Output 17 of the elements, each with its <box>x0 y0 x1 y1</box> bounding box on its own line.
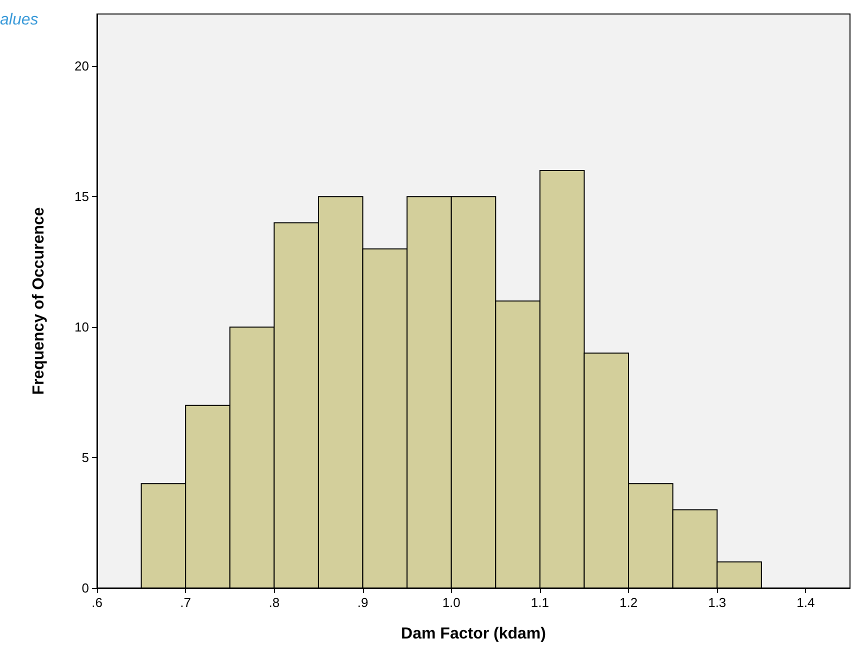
x-tick-label: 1.0 <box>442 595 460 610</box>
text: alues <box>0 12 38 28</box>
y-tick-label: 10 <box>74 320 89 335</box>
x-tick-label: .7 <box>180 595 192 610</box>
y-tick-label: 0 <box>82 580 89 596</box>
x-tick-label: .9 <box>357 595 368 610</box>
y-tick-label: 5 <box>82 450 89 466</box>
y-tick-label: 15 <box>74 189 89 204</box>
x-tick-label: .8 <box>268 595 280 610</box>
x-tick-label: 1.1 <box>530 595 549 610</box>
x-tick-label: 1.2 <box>619 595 638 610</box>
y-axis-title: Frequency of Occurence <box>30 207 48 395</box>
x-tick-label: .6 <box>92 595 102 610</box>
y-tick-label: 20 <box>74 58 89 74</box>
x-tick-label: 1.3 <box>708 595 726 610</box>
x-tick-label: 1.4 <box>796 595 815 610</box>
x-axis-title: Dam Factor (kdam) <box>401 626 546 642</box>
